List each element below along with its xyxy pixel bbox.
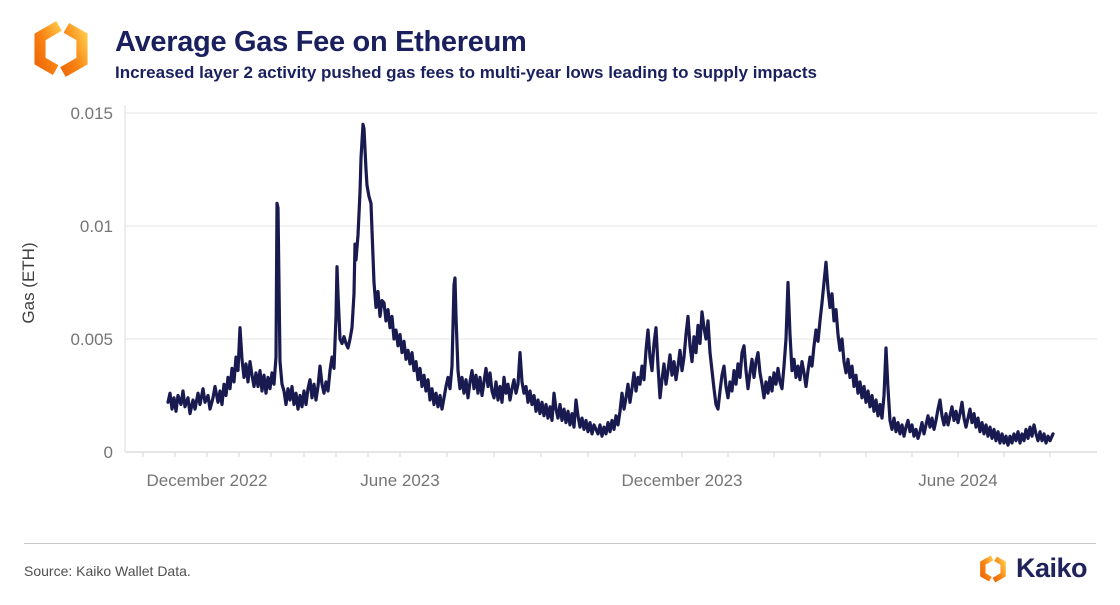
kaiko-logo-icon xyxy=(980,555,1006,582)
y-tick-label: 0 xyxy=(104,443,113,462)
footer-divider xyxy=(24,543,1096,544)
y-tick-label: 0.015 xyxy=(70,104,113,123)
gas-fee-line xyxy=(166,122,1055,447)
page-subtitle: Increased layer 2 activity pushed gas fe… xyxy=(115,63,817,82)
footer-brand: Kaiko xyxy=(978,553,1088,584)
x-tick-label: June 2023 xyxy=(360,471,439,490)
y-tick-label: 0.01 xyxy=(80,217,113,236)
kaiko-logo-icon xyxy=(34,21,88,77)
kaiko-wordmark: Kaiko xyxy=(1016,553,1088,583)
x-tick-labels: December 2022 June 2023 December 2023 June … xyxy=(147,471,998,490)
x-minor-ticks xyxy=(142,452,1051,457)
x-tick-label: June 2024 xyxy=(918,471,997,490)
page-title: Average Gas Fee on Ethereum xyxy=(115,26,527,58)
header: Average Gas Fee on Ethereum Increased la… xyxy=(0,0,1120,95)
x-tick-label: December 2022 xyxy=(147,471,268,490)
y-tick-labels: 0 0.005 0.01 0.015 xyxy=(70,104,113,462)
y-gridlines xyxy=(125,112,1097,340)
y-axis-title: Gas (ETH) xyxy=(19,242,38,323)
source-note: Source: Kaiko Wallet Data. xyxy=(24,563,191,579)
y-tick-label: 0.005 xyxy=(70,330,113,349)
x-tick-label: December 2023 xyxy=(622,471,743,490)
